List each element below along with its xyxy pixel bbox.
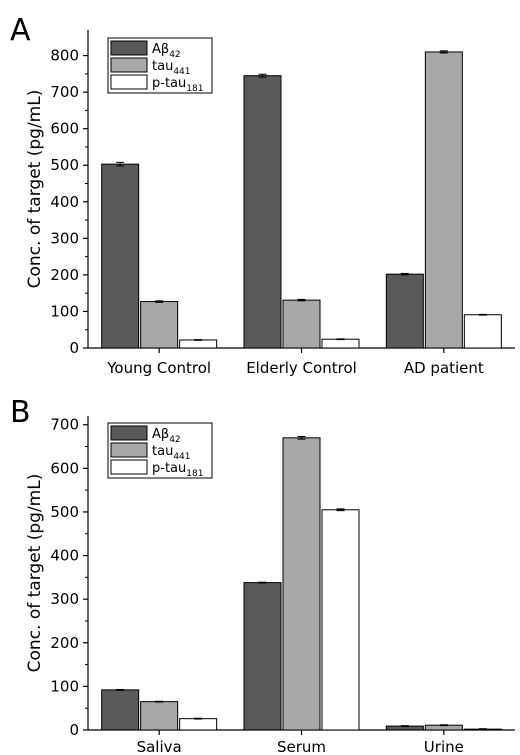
bar-abeta xyxy=(385,273,424,349)
x-tick-label: AD patient xyxy=(404,359,484,377)
legend-swatch-ptau xyxy=(110,74,148,90)
y-tick-label: 600 xyxy=(50,120,79,138)
y-tick-label: 200 xyxy=(50,634,79,652)
legend-label-abeta: Aβ42 xyxy=(152,427,181,445)
y-axis-title: Conc. of target (pg/mL) xyxy=(25,90,45,289)
y-tick-label: 700 xyxy=(50,83,79,101)
chart-b: 0 100 200 300 400 500 600 700 Conc. of target (p… xyxy=(25,416,515,755)
bar-ptau xyxy=(321,509,360,731)
y-tick-label: 400 xyxy=(50,547,79,565)
bar-tau xyxy=(282,437,321,731)
x-tick-label: Elderly Control xyxy=(246,359,357,377)
y-tick-label: 800 xyxy=(50,47,79,65)
panel-label-a: A xyxy=(10,13,31,48)
y-tick-label: 100 xyxy=(50,677,79,695)
x-tick-label: Young Control xyxy=(106,359,211,377)
bar-abeta xyxy=(101,163,140,349)
bar-tau xyxy=(140,701,179,731)
legend-label-ptau: p-tau181 xyxy=(152,461,203,479)
bar-tau xyxy=(424,51,463,349)
legend-swatch-abeta xyxy=(110,425,148,441)
y-tick-label: 300 xyxy=(50,590,79,608)
y-tick-label: 700 xyxy=(50,416,79,434)
legend-label-tau: tau441 xyxy=(152,444,191,462)
y-tick-label: 100 xyxy=(50,302,79,320)
y-tick-label: 500 xyxy=(50,156,79,174)
y-tick-label: 400 xyxy=(50,193,79,211)
x-tick-label: Urine xyxy=(424,738,464,755)
y-tick-label: 0 xyxy=(69,339,79,357)
y-tick-label: 200 xyxy=(50,266,79,284)
bar-abeta xyxy=(101,689,140,731)
bar-ptau xyxy=(463,314,502,349)
bar-ptau xyxy=(179,718,218,731)
legend-swatch-ptau xyxy=(110,459,148,475)
legend-swatch-abeta xyxy=(110,40,148,56)
bar-ptau xyxy=(179,339,218,349)
x-tick-label: Serum xyxy=(277,738,326,755)
bar-abeta xyxy=(243,75,282,349)
chart-a: 0 100 200 300 400 500 600 700 800 Conc. of target… xyxy=(25,30,515,377)
y-tick-label: 600 xyxy=(50,459,79,477)
panel-label-b: B xyxy=(10,395,31,430)
bar-abeta xyxy=(243,582,282,731)
legend-label-abeta: Aβ42 xyxy=(152,42,181,60)
y-tick-label: 0 xyxy=(69,721,79,739)
legend-label-tau: tau441 xyxy=(152,59,191,77)
y-tick-label: 500 xyxy=(50,503,79,521)
bar-ptau xyxy=(321,338,360,349)
legend-label-ptau: p-tau181 xyxy=(152,76,203,94)
y-axis-title: Conc. of target (pg/mL) xyxy=(25,474,45,673)
y-tick-label: 300 xyxy=(50,229,79,247)
bar-tau xyxy=(282,299,321,349)
bar-tau xyxy=(140,301,179,349)
legend-swatch-tau xyxy=(110,57,148,73)
legend-swatch-tau xyxy=(110,442,148,458)
x-tick-label: Saliva xyxy=(137,738,182,755)
